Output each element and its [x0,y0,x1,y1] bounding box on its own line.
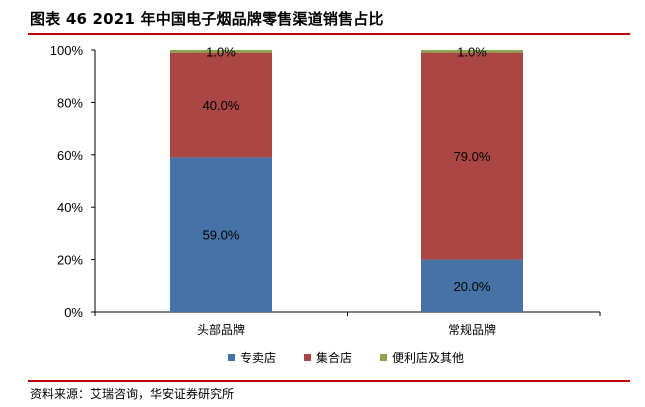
figure-title: 图表 46 2021 年中国电子烟品牌零售渠道销售占比 [30,10,384,28]
source-note: 资料来源：艾瑞咨询，华安证券研究所 [30,387,235,401]
bar-segment [170,50,272,53]
y-tick-label: 0% [64,305,83,320]
footer-rule [28,380,630,382]
data-label: 1.0% [206,44,236,59]
bar-segment [170,157,272,312]
x-category-label: 头部品牌 [197,322,245,337]
bar-segment [421,52,523,260]
legend-swatch [304,354,311,361]
y-tick-label: 100% [50,43,84,58]
data-label: 40.0% [203,98,240,113]
y-tick-label: 40% [57,200,83,215]
legend-label: 专卖店 [240,350,276,365]
title-rule [28,33,630,35]
y-tick-label: 80% [57,95,83,110]
legend-swatch [380,354,387,361]
legend-label: 便利店及其他 [392,351,464,365]
legend-label: 集合店 [316,350,352,365]
bar-segment [170,52,272,158]
data-label: 1.0% [457,44,487,59]
bar-segment [421,259,523,312]
legend: 专卖店 集合店 便利店及其他 [228,350,464,365]
bar-segment [421,50,523,53]
x-category-label: 常规品牌 [448,322,496,337]
plot-area: 0% 20% 40% 60% 80% 100% 59.0% 40.0% 1.0% 头部品牌 20.0… [50,43,601,337]
y-tick-label: 60% [57,148,83,163]
y-tick-label: 20% [57,253,83,268]
data-label: 20.0% [454,279,491,294]
data-label: 59.0% [203,228,240,243]
legend-swatch [228,354,235,361]
data-label: 79.0% [454,149,491,164]
